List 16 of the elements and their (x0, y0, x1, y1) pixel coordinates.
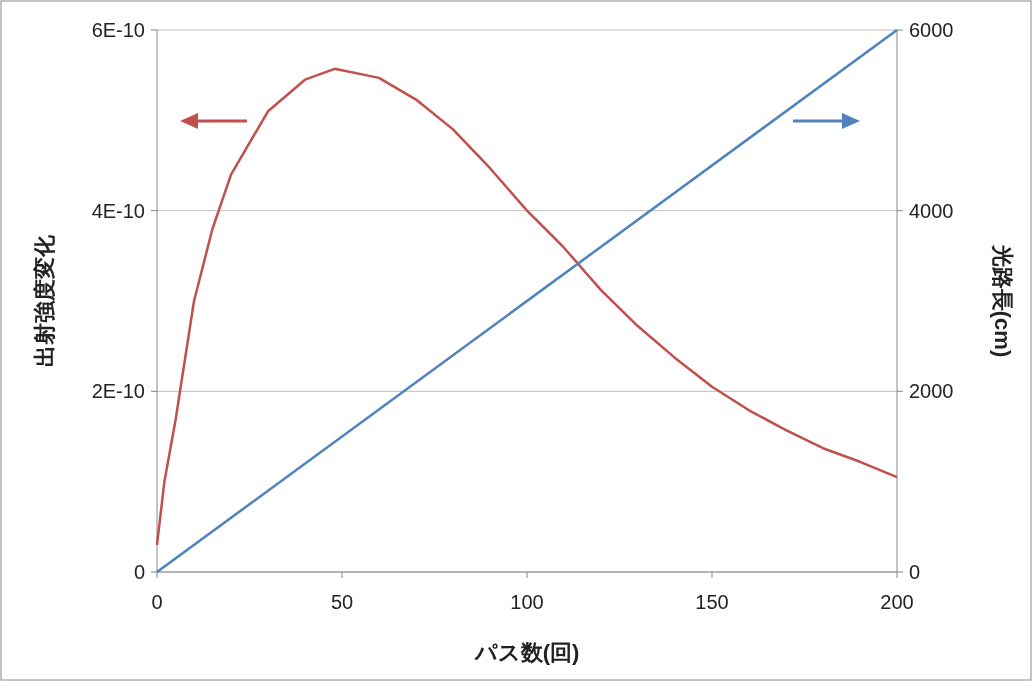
y-tick-label: 2E-10 (91, 380, 145, 403)
x-tick-label: 50 (330, 591, 354, 613)
x-tick-label: 0 (151, 591, 163, 613)
y-tick-label: 6E-10 (91, 19, 145, 41)
x-tick-label: 200 (880, 591, 914, 613)
y2-tick-label: 4000 (909, 199, 954, 222)
y2-tick-label: 6000 (909, 19, 954, 41)
y2-tick-label: 0 (909, 561, 921, 583)
y2-axis-title: 光路長(cm) (990, 243, 1015, 358)
x-axis-title: パス数(回) (473, 640, 580, 665)
y2-tick-label: 2000 (909, 380, 954, 403)
y-tick-label: 0 (133, 561, 145, 583)
x-tick-label: 100 (510, 591, 544, 613)
y-axis-title: 出射強度変化 (32, 234, 57, 367)
x-tick-label: 150 (695, 591, 729, 613)
y-tick-label: 4E-10 (91, 199, 145, 222)
